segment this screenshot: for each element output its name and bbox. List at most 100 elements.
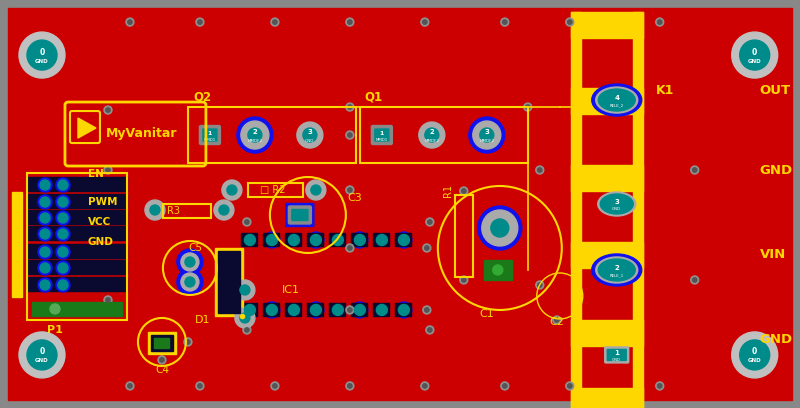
Circle shape: [566, 382, 574, 390]
Circle shape: [248, 128, 262, 142]
Circle shape: [104, 166, 112, 174]
Bar: [455, 195, 473, 277]
Text: IC1: IC1: [282, 285, 300, 295]
Circle shape: [288, 235, 299, 246]
Bar: [151, 335, 173, 351]
FancyBboxPatch shape: [371, 126, 392, 144]
Ellipse shape: [592, 84, 642, 116]
Circle shape: [693, 278, 697, 282]
Bar: [27, 260, 127, 274]
Text: 0: 0: [752, 48, 758, 57]
Circle shape: [376, 235, 387, 246]
Circle shape: [566, 18, 574, 26]
Text: 3: 3: [484, 129, 490, 135]
Circle shape: [502, 20, 507, 24]
Text: GND: GND: [35, 59, 49, 64]
Circle shape: [38, 245, 52, 259]
Circle shape: [58, 247, 68, 257]
Bar: [248, 183, 303, 197]
Text: GND: GND: [748, 359, 762, 364]
Bar: [285, 233, 301, 246]
Circle shape: [426, 326, 434, 334]
Text: GND: GND: [612, 358, 622, 362]
Circle shape: [158, 356, 166, 364]
Circle shape: [240, 285, 250, 295]
Text: 0: 0: [39, 348, 45, 357]
Circle shape: [348, 188, 352, 192]
Text: 0: 0: [39, 48, 45, 57]
Circle shape: [398, 235, 410, 246]
FancyBboxPatch shape: [203, 129, 217, 141]
Circle shape: [38, 211, 52, 225]
Circle shape: [348, 384, 352, 388]
Circle shape: [58, 213, 68, 223]
FancyBboxPatch shape: [292, 209, 308, 220]
Circle shape: [425, 246, 429, 250]
Circle shape: [473, 121, 501, 149]
Bar: [329, 303, 345, 316]
Circle shape: [396, 232, 412, 248]
Circle shape: [19, 332, 65, 378]
Circle shape: [501, 18, 509, 26]
Circle shape: [56, 227, 70, 241]
Circle shape: [536, 166, 544, 174]
Circle shape: [460, 187, 468, 195]
Text: GND: GND: [760, 164, 793, 177]
Circle shape: [50, 304, 60, 314]
Bar: [351, 303, 367, 316]
Circle shape: [693, 168, 697, 172]
Circle shape: [308, 232, 324, 248]
Circle shape: [58, 197, 68, 207]
Text: C4: C4: [155, 365, 169, 375]
Text: PWM: PWM: [88, 197, 118, 207]
Text: VIN: VIN: [760, 248, 786, 262]
Circle shape: [346, 131, 354, 139]
Circle shape: [421, 382, 429, 390]
Circle shape: [40, 180, 50, 190]
Circle shape: [185, 277, 195, 287]
Circle shape: [58, 280, 68, 290]
Bar: [395, 233, 411, 246]
Text: 4: 4: [614, 95, 619, 101]
Circle shape: [656, 18, 664, 26]
Circle shape: [56, 261, 70, 275]
Circle shape: [19, 32, 65, 78]
Text: GND: GND: [305, 139, 314, 143]
Bar: [360, 107, 528, 163]
Circle shape: [656, 382, 664, 390]
Circle shape: [237, 117, 273, 153]
Text: 1: 1: [208, 131, 212, 136]
Bar: [484, 260, 512, 280]
Bar: [27, 244, 127, 258]
Circle shape: [354, 304, 366, 315]
Circle shape: [423, 306, 431, 314]
Circle shape: [56, 178, 70, 192]
Circle shape: [310, 304, 322, 315]
Text: EN: EN: [88, 169, 104, 179]
Text: D1: D1: [195, 315, 210, 325]
Bar: [570, 320, 642, 346]
Circle shape: [348, 133, 352, 137]
Circle shape: [58, 229, 68, 239]
Circle shape: [478, 206, 522, 250]
Bar: [12, 192, 22, 297]
Circle shape: [398, 304, 410, 315]
Circle shape: [422, 384, 427, 388]
Bar: [32, 302, 122, 316]
Circle shape: [222, 180, 242, 200]
Circle shape: [266, 304, 278, 315]
Bar: [570, 388, 642, 408]
Circle shape: [271, 18, 279, 26]
Circle shape: [240, 313, 250, 323]
Circle shape: [346, 103, 354, 111]
Text: 3: 3: [307, 129, 312, 135]
Circle shape: [740, 340, 770, 370]
Circle shape: [524, 103, 532, 111]
Circle shape: [106, 168, 110, 172]
Circle shape: [227, 185, 237, 195]
FancyBboxPatch shape: [605, 347, 629, 363]
Bar: [27, 194, 127, 208]
Circle shape: [196, 18, 204, 26]
Circle shape: [38, 178, 52, 192]
Circle shape: [150, 205, 160, 215]
